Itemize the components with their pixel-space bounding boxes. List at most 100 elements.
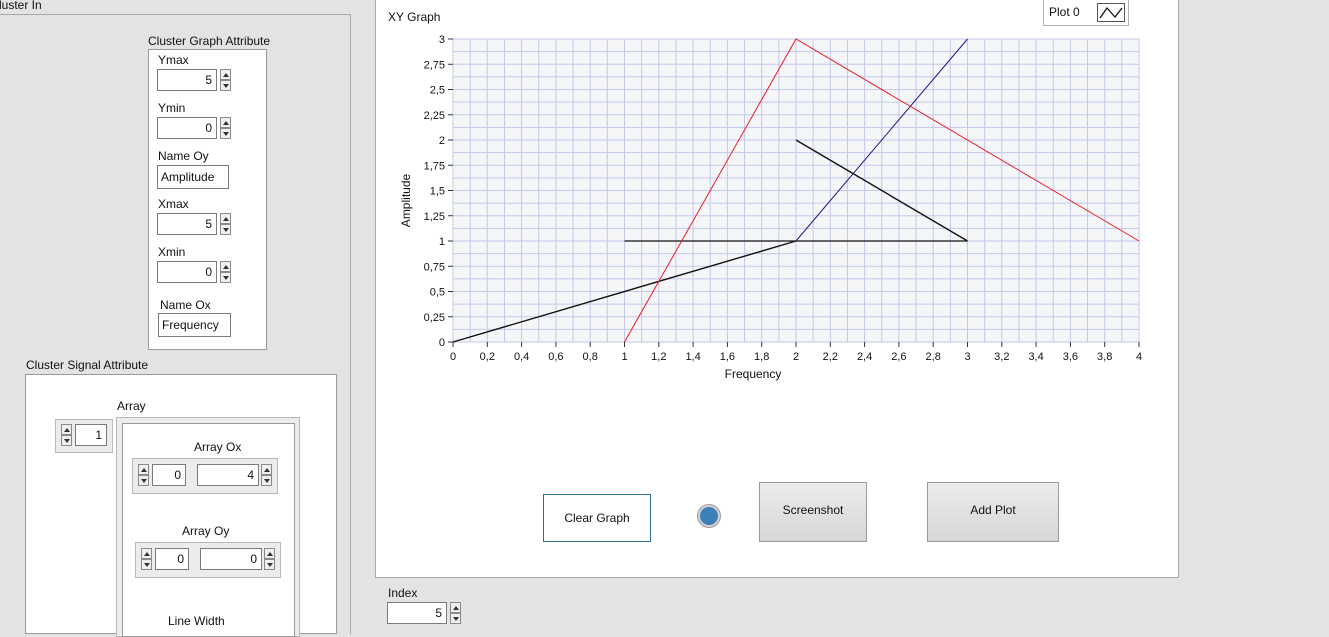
array-ox-value-field[interactable]: 4 bbox=[197, 464, 259, 486]
plot-legend[interactable]: Plot 0 bbox=[1043, 0, 1129, 26]
screenshot-button[interactable]: Screenshot bbox=[759, 482, 867, 542]
increment-arrow-icon[interactable] bbox=[220, 213, 231, 224]
y-tick-label: 1,5 bbox=[430, 186, 445, 198]
xmax-stepper[interactable] bbox=[220, 213, 231, 235]
add-plot-button[interactable]: Add Plot bbox=[927, 482, 1059, 542]
series-line-3 bbox=[795, 38, 968, 242]
clear-graph-button[interactable]: Clear Graph bbox=[543, 494, 651, 542]
x-tick-label: 3,8 bbox=[1097, 351, 1112, 363]
x-tick-label: 0,2 bbox=[480, 351, 495, 363]
x-tick-label: 0,8 bbox=[583, 351, 598, 363]
y-tick-label: 0 bbox=[439, 337, 445, 349]
x-axis-label: Frequency bbox=[725, 367, 782, 381]
increment-arrow-icon[interactable] bbox=[220, 261, 231, 272]
name-ox-label: Name Ox bbox=[160, 298, 211, 312]
decrement-arrow-icon[interactable] bbox=[220, 128, 231, 139]
y-tick-label: 1,25 bbox=[424, 211, 445, 223]
array-ox-index-stepper[interactable] bbox=[138, 464, 149, 486]
graph-attr-panel bbox=[148, 49, 267, 350]
series-line-2 bbox=[795, 139, 968, 242]
increment-arrow-icon[interactable] bbox=[138, 464, 149, 475]
increment-arrow-icon[interactable] bbox=[141, 548, 152, 559]
x-tick-label: 2,4 bbox=[857, 351, 872, 363]
x-tick-label: 0 bbox=[450, 351, 456, 363]
xmin-field[interactable]: 0 bbox=[157, 261, 217, 283]
decrement-arrow-icon[interactable] bbox=[261, 475, 272, 486]
array-ox-label: Array Ox bbox=[194, 440, 242, 454]
x-tick-label: 1,2 bbox=[651, 351, 666, 363]
y-tick-label: 2 bbox=[439, 135, 445, 147]
x-tick-label: 3,4 bbox=[1028, 351, 1043, 363]
signal-attr-title: Cluster Signal Attribute bbox=[26, 358, 149, 372]
line-width-label: Line Width bbox=[168, 614, 225, 628]
x-tick-label: 2,2 bbox=[823, 351, 838, 363]
ymax-field[interactable]: 5 bbox=[157, 69, 217, 91]
decrement-arrow-icon[interactable] bbox=[220, 272, 231, 283]
decrement-arrow-icon[interactable] bbox=[220, 224, 231, 235]
array-index-stepper[interactable] bbox=[61, 424, 72, 446]
legend-label: Plot 0 bbox=[1049, 5, 1080, 19]
x-tick-label: 3,6 bbox=[1063, 351, 1078, 363]
array-ox-index-field[interactable]: 0 bbox=[152, 464, 186, 486]
index-stepper[interactable] bbox=[450, 602, 461, 624]
array-index-field[interactable]: 1 bbox=[75, 424, 107, 446]
xmax-field[interactable]: 5 bbox=[157, 213, 217, 235]
increment-arrow-icon[interactable] bbox=[220, 117, 231, 128]
increment-arrow-icon[interactable] bbox=[261, 464, 272, 475]
cluster-in-title: luster In bbox=[0, 0, 42, 12]
y-tick-label: 2,5 bbox=[430, 85, 445, 97]
decrement-arrow-icon[interactable] bbox=[141, 559, 152, 570]
x-tick-label: 0,6 bbox=[548, 351, 563, 363]
x-tick-label: 1,4 bbox=[685, 351, 700, 363]
array-label: Array bbox=[117, 399, 146, 413]
array-oy-label: Array Oy bbox=[182, 524, 230, 538]
ymax-stepper[interactable] bbox=[220, 69, 231, 91]
series-line-0 bbox=[452, 240, 797, 343]
x-tick-label: 1,8 bbox=[754, 351, 769, 363]
decrement-arrow-icon[interactable] bbox=[138, 475, 149, 486]
x-tick-label: 1,6 bbox=[720, 351, 735, 363]
y-axis-label: Amplitude bbox=[399, 174, 413, 228]
index-field[interactable]: 5 bbox=[387, 602, 447, 624]
status-led-indicator[interactable] bbox=[698, 505, 720, 527]
array-oy-index-stepper[interactable] bbox=[141, 548, 152, 570]
y-tick-label: 1 bbox=[439, 236, 445, 248]
increment-arrow-icon[interactable] bbox=[450, 602, 461, 613]
array-oy-index-field[interactable]: 0 bbox=[155, 548, 189, 570]
x-tick-label: 3,2 bbox=[994, 351, 1009, 363]
name-oy-label: Name Oy bbox=[158, 149, 209, 163]
decrement-arrow-icon[interactable] bbox=[220, 80, 231, 91]
decrement-arrow-icon[interactable] bbox=[450, 613, 461, 624]
xmax-label: Xmax bbox=[158, 197, 189, 211]
graph-title: XY Graph bbox=[388, 10, 441, 24]
x-tick-label: 0,4 bbox=[514, 351, 529, 363]
x-tick-label: 3 bbox=[964, 351, 970, 363]
increment-arrow-icon[interactable] bbox=[220, 69, 231, 80]
series-line-4 bbox=[624, 38, 1140, 343]
y-tick-label: 0,75 bbox=[424, 261, 445, 273]
decrement-arrow-icon[interactable] bbox=[264, 559, 275, 570]
y-tick-label: 1,75 bbox=[424, 160, 445, 172]
xmin-stepper[interactable] bbox=[220, 261, 231, 283]
xmin-label: Xmin bbox=[158, 245, 186, 259]
decrement-arrow-icon[interactable] bbox=[61, 435, 72, 446]
x-tick-label: 2 bbox=[793, 351, 799, 363]
y-tick-label: 2,25 bbox=[424, 110, 445, 122]
array-ox-value-stepper[interactable] bbox=[261, 464, 272, 486]
ymin-label: Ymin bbox=[158, 101, 186, 115]
increment-arrow-icon[interactable] bbox=[264, 548, 275, 559]
array-oy-value-field[interactable]: 0 bbox=[200, 548, 262, 570]
ymin-field[interactable]: 0 bbox=[157, 117, 217, 139]
increment-arrow-icon[interactable] bbox=[61, 424, 72, 435]
x-tick-label: 4 bbox=[1136, 351, 1142, 363]
x-tick-label: 2,8 bbox=[926, 351, 941, 363]
index-label: Index bbox=[388, 586, 418, 600]
name-oy-field[interactable]: Amplitude bbox=[157, 165, 229, 189]
x-tick-label: 1 bbox=[621, 351, 627, 363]
name-ox-field[interactable]: Frequency bbox=[158, 313, 231, 337]
y-tick-label: 3 bbox=[439, 34, 445, 46]
ymin-stepper[interactable] bbox=[220, 117, 231, 139]
array-oy-value-stepper[interactable] bbox=[264, 548, 275, 570]
y-tick-label: 2,75 bbox=[424, 59, 445, 71]
xy-graph-chart[interactable]: 0 0,2 0,4 0,6 0,8 1 1,2 1,4 1,6 1,8 2 2,2 2,4 2,6 2,8 3… bbox=[380, 28, 1170, 388]
